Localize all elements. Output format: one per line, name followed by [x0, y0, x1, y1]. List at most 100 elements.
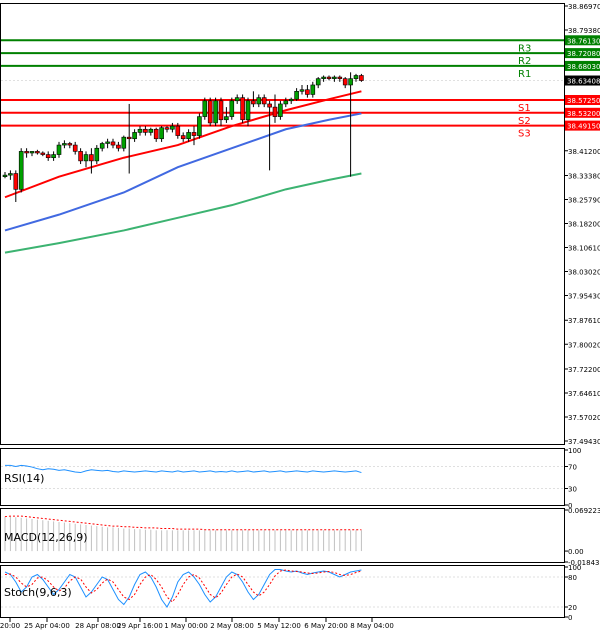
candle-body: [24, 151, 29, 154]
rsi-line: [5, 464, 362, 474]
candle-body: [170, 125, 175, 130]
candle-body: [83, 154, 89, 162]
stoch-panel-frame: [0, 565, 565, 618]
indicator-tick-label: 100: [568, 447, 581, 455]
candle-body: [267, 103, 272, 108]
candle-body: [2, 174, 8, 177]
candle-body: [94, 147, 100, 162]
time-tick-label: 28 Apr 08:00: [75, 622, 121, 630]
moving-average-line-2: [4, 112, 362, 232]
level-price-box: [565, 107, 600, 118]
candle-body: [99, 143, 105, 149]
candle-body: [197, 116, 202, 136]
candle-body: [110, 141, 116, 146]
time-tick-label: 6 May 20:00: [304, 622, 348, 630]
candle-body: [342, 78, 348, 86]
candle-body: [234, 97, 240, 102]
candle-body: [337, 76, 343, 79]
candle-body: [288, 98, 294, 102]
price-tick-label: 38.33380: [568, 172, 600, 180]
price-tick-label: 37.49430: [568, 438, 600, 446]
macd-panel-frame: [0, 508, 565, 563]
time-tick-label: 8 May 04:00: [350, 622, 394, 630]
candle-body: [180, 135, 186, 140]
indicator-tick-label: 0: [568, 614, 572, 622]
indicator-tick-label: 20: [568, 604, 577, 612]
candle-body: [62, 143, 67, 146]
candle-body: [202, 100, 208, 117]
candle-body: [224, 116, 229, 121]
price-tick-label: 38.10610: [568, 245, 600, 253]
candle-body: [353, 75, 359, 79]
price-tick-label: 38.18200: [568, 221, 600, 229]
price-tick-label: 37.87610: [568, 317, 600, 325]
candle-body: [321, 76, 326, 79]
stoch-d-line: [4, 569, 362, 603]
level-price-box: [565, 48, 600, 59]
candle-body: [218, 100, 224, 121]
candle-body: [105, 141, 110, 144]
time-tick-label: 5 May 12:00: [257, 622, 301, 630]
level-name-s1: S1: [518, 103, 531, 114]
indicator-tick-label: 0: [568, 502, 572, 510]
price-tick-label: 37.80020: [568, 341, 600, 349]
moving-average-line-1: [4, 90, 362, 199]
indicator-tick-label: 100: [568, 564, 581, 572]
time-tick-label: 2 May 08:00: [210, 622, 254, 630]
candle-body: [229, 100, 235, 117]
indicator-tick-label: 0.069223: [568, 507, 600, 515]
current-price-label: 38.63408: [567, 78, 600, 86]
candle-body: [40, 152, 46, 155]
stoch-label: Stoch(9,6,3): [4, 586, 72, 599]
candle-body: [261, 97, 267, 105]
level-name-s3: S3: [518, 129, 531, 140]
price-tick-label: 38.41200: [568, 148, 600, 156]
candle-body: [251, 100, 256, 105]
level-price-label: 38.68030: [567, 63, 600, 71]
candle-body: [175, 125, 181, 136]
candle-body: [159, 127, 164, 140]
price-tick-label: 37.57020: [568, 414, 600, 422]
candle-body: [78, 151, 83, 162]
candle-body: [29, 151, 35, 154]
candle-body: [137, 128, 143, 133]
time-tick-label: 20:00: [0, 622, 20, 630]
candle-body: [278, 103, 283, 117]
candle-body: [89, 154, 94, 162]
indicator-tick-label: 80: [568, 574, 577, 582]
indicator-tick-label: 70: [568, 464, 577, 472]
candle-body: [56, 144, 62, 155]
macd-signal-line: [4, 515, 362, 531]
indicator-tick-label: -0.018437: [568, 559, 600, 567]
time-tick-label: 1 May 00:00: [164, 622, 208, 630]
candle-body: [132, 132, 137, 140]
candle-body: [315, 78, 321, 86]
candle-body: [143, 128, 148, 133]
candle-body: [191, 132, 197, 136]
candle-body: [256, 97, 262, 105]
candle-body: [359, 75, 364, 81]
level-price-label: 38.57250: [567, 97, 600, 105]
time-tick-label: 25 Apr 04:00: [24, 622, 70, 630]
level-name-s2: S2: [518, 116, 531, 127]
price-tick-label: 37.64610: [568, 390, 600, 398]
candle-body: [153, 128, 159, 140]
level-price-label: 38.76130: [567, 37, 600, 45]
level-price-label: 38.53200: [567, 110, 600, 118]
candle-body: [245, 100, 251, 121]
candle-body: [116, 144, 121, 149]
candle-body: [67, 143, 73, 146]
moving-average-line-3: [4, 172, 362, 254]
price-tick-label: 38.03020: [568, 269, 600, 277]
candle-body: [240, 97, 245, 121]
candle-body: [294, 90, 299, 100]
level-price-box: [565, 120, 600, 131]
candle-body: [332, 76, 337, 79]
candle-body: [45, 154, 51, 159]
candle-body: [213, 100, 218, 124]
candle-body: [305, 89, 310, 95]
candle-body: [18, 151, 24, 190]
candle-body: [186, 132, 191, 140]
candle-body: [299, 89, 305, 92]
